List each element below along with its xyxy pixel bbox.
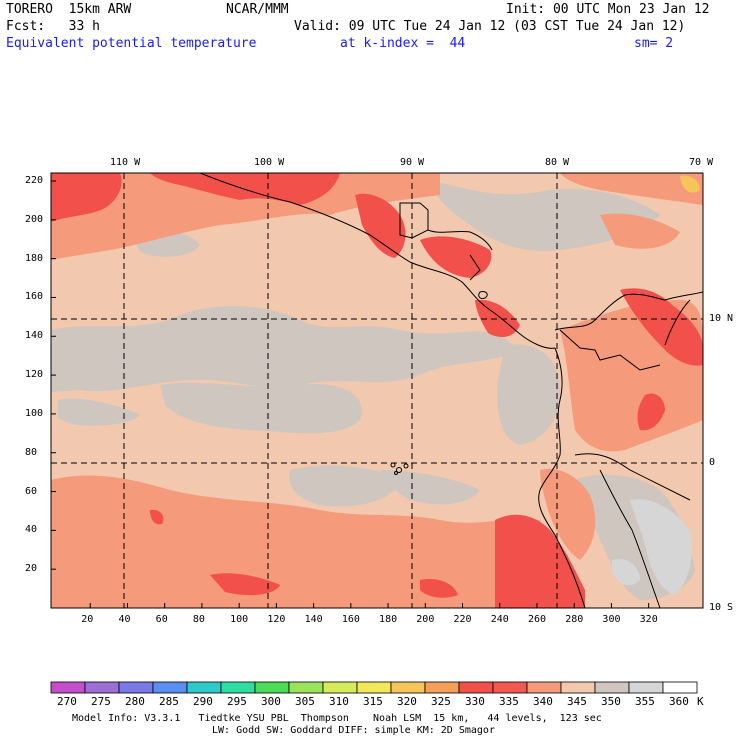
colorbar-label: 300 [261, 695, 281, 708]
lon-label-100w: 100 W [254, 157, 285, 168]
colorbar-swatch [84, 681, 120, 694]
colorbar-label: 360 [669, 695, 689, 708]
colorbar-swatch [254, 681, 290, 694]
latlon-grid [51, 173, 703, 608]
x-tick-label: 320 [639, 614, 658, 625]
y-tick-label: 200 [25, 213, 44, 225]
y-tick-label: 120 [25, 369, 44, 381]
y-tick-label: 160 [25, 291, 44, 303]
lon-label-90w: 90 W [400, 157, 425, 168]
lat-label-0: 0 [709, 457, 716, 468]
y-tick-label: 60 [25, 485, 38, 497]
smoothing-info: sm= 2 [634, 36, 674, 51]
x-tick-label: 180 [379, 614, 398, 625]
field-name: Equivalent potential temperature [6, 36, 257, 51]
colorbar-label: 325 [431, 695, 451, 708]
plot-frame [50, 172, 704, 609]
colorbar-swatch [186, 681, 222, 694]
lat-label-10s: 10 S [709, 602, 734, 613]
forecast-hour: Fcst: 33 h [6, 19, 100, 34]
colorbar-swatch [560, 681, 596, 694]
x-tick-label: 280 [565, 614, 584, 625]
colorbar-swatch [628, 681, 664, 694]
colorbar-swatch [322, 681, 358, 694]
lon-label-110w: 110 W [110, 157, 141, 168]
model-info: Model Info: V3.3.1 Tiedtke YSU PBL Thomp… [72, 713, 602, 724]
x-tick-label: 220 [453, 614, 472, 625]
colorbar-label: 345 [567, 695, 587, 708]
y-tick-label: 20 [25, 563, 38, 575]
valid-time: Valid: 09 UTC Tue 24 Jan 12 (03 CST Tue … [294, 19, 686, 34]
colorbar-label: 340 [533, 695, 553, 708]
colorbar-swatch [424, 681, 460, 694]
y-tick-label: 100 [25, 407, 44, 419]
colorbar-swatch [50, 681, 86, 694]
colorbar-label: 320 [397, 695, 417, 708]
y-tick-label: 140 [25, 330, 44, 342]
x-tick-label: 140 [304, 614, 323, 625]
colorbar-swatch [356, 681, 392, 694]
organization: NCAR/MMM [226, 2, 289, 17]
x-tick-label: 160 [341, 614, 360, 625]
colorbar-label: 305 [295, 695, 315, 708]
colorbar-swatch [152, 681, 188, 694]
colorbar-label: 295 [227, 695, 247, 708]
field-salmon-regions [51, 173, 703, 608]
x-tick-label: 60 [155, 614, 168, 625]
colorbar-swatch [526, 681, 562, 694]
field-warm-spots [680, 175, 700, 193]
colorbar [50, 681, 698, 694]
x-tick-label: 240 [490, 614, 509, 625]
coastlines [199, 173, 703, 608]
colorbar-swatch [220, 681, 256, 694]
colorbar-label: 270 [57, 695, 77, 708]
colorbar-swatch [458, 681, 494, 694]
lat-label-10n: 10 N [709, 313, 734, 324]
x-tick-label: 40 [118, 614, 131, 625]
colorbar-label: 290 [193, 695, 213, 708]
colorbar-label: 315 [363, 695, 383, 708]
x-tick-label: 120 [267, 614, 286, 625]
lon-label-80w: 80 W [545, 157, 570, 168]
model-name: TORERO 15km ARW [6, 2, 132, 17]
colorbar-label: 350 [601, 695, 621, 708]
x-tick-label: 100 [230, 614, 249, 625]
colorbar-label: 355 [635, 695, 655, 708]
colorbar-swatch [662, 681, 698, 694]
physics-info: LW: Godd SW: Goddard DIFF: simple KM: 2D… [212, 725, 495, 736]
level-info: at k-index = 44 [340, 36, 466, 51]
colorbar-swatch [118, 681, 154, 694]
colorbar-label: 310 [329, 695, 349, 708]
x-tick-label: 300 [602, 614, 621, 625]
colorbar-label: 275 [91, 695, 111, 708]
y-tick-label: 180 [25, 252, 44, 264]
colorbar-unit: K [697, 695, 704, 708]
x-tick-label: 20 [81, 614, 94, 625]
colorbar-label: 330 [465, 695, 485, 708]
colorbar-swatch [288, 681, 324, 694]
colorbar-label: 280 [125, 695, 145, 708]
field-lightgrey-regions [612, 499, 692, 595]
colorbar-swatch [390, 681, 426, 694]
lon-label-70w: 70 W [689, 157, 714, 168]
x-tick-label: 200 [416, 614, 435, 625]
x-tick-label: 260 [527, 614, 547, 625]
colorbar-swatch [492, 681, 528, 694]
colorbar-swatch [594, 681, 630, 694]
y-tick-label: 80 [25, 446, 38, 458]
colorbar-label: 285 [159, 695, 179, 708]
init-time: Init: 00 UTC Mon 23 Jan 12 [506, 2, 710, 17]
y-tick-label: 40 [25, 524, 38, 536]
x-tick-marks [89, 603, 650, 608]
y-tick-marks [51, 180, 56, 570]
y-tick-label: 220 [25, 175, 44, 186]
colorbar-label: 335 [499, 695, 519, 708]
x-tick-label: 80 [192, 614, 205, 625]
